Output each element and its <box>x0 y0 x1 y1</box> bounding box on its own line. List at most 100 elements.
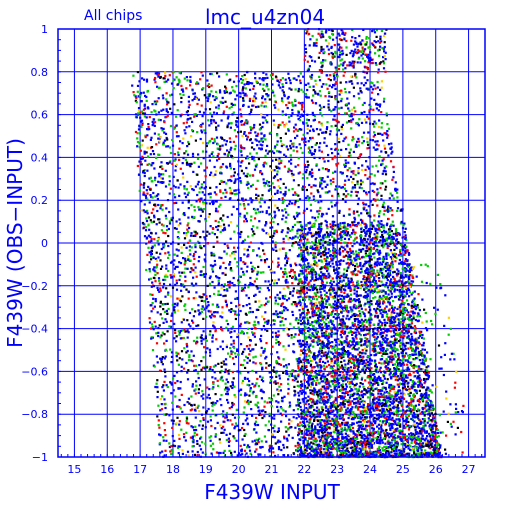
data-point <box>191 152 195 155</box>
data-point <box>294 88 297 91</box>
data-point <box>230 301 233 304</box>
data-point <box>319 183 322 186</box>
data-point <box>164 434 167 437</box>
data-point <box>305 171 308 174</box>
data-point <box>243 132 246 135</box>
data-point <box>274 106 277 109</box>
data-point <box>251 127 254 130</box>
data-point <box>325 128 328 131</box>
data-point <box>215 126 218 129</box>
data-point <box>231 103 235 106</box>
data-point <box>266 329 269 332</box>
data-point <box>221 96 224 99</box>
data-point <box>425 378 428 381</box>
data-point <box>199 448 203 451</box>
data-point <box>255 382 258 385</box>
data-point <box>246 444 250 447</box>
data-point <box>276 206 279 210</box>
data-point <box>360 265 364 268</box>
data-point <box>239 108 242 111</box>
data-point <box>213 292 216 296</box>
data-point <box>218 75 221 78</box>
data-point <box>167 227 170 231</box>
data-point <box>289 147 292 150</box>
data-point <box>248 353 251 356</box>
data-point <box>249 152 252 155</box>
data-point <box>184 330 187 333</box>
data-point <box>186 378 190 381</box>
data-point <box>217 451 220 454</box>
data-point <box>292 149 295 152</box>
data-point <box>242 86 245 90</box>
data-point <box>385 112 388 115</box>
data-point <box>235 408 238 411</box>
data-point <box>394 391 397 394</box>
data-point <box>340 91 343 94</box>
data-point <box>287 129 290 132</box>
data-point <box>208 213 211 216</box>
data-point <box>145 242 148 245</box>
data-point <box>256 423 260 427</box>
data-point <box>312 113 315 117</box>
data-point <box>203 193 206 196</box>
data-point <box>177 446 180 450</box>
data-point <box>360 212 363 215</box>
data-point <box>364 81 367 85</box>
data-point <box>403 316 406 319</box>
data-point <box>290 268 293 271</box>
data-point <box>313 340 316 343</box>
data-point <box>260 241 263 245</box>
data-point <box>189 234 193 237</box>
data-point <box>352 210 356 213</box>
data-point <box>154 280 157 283</box>
data-point <box>347 193 350 196</box>
data-point <box>272 319 275 322</box>
data-point <box>193 252 196 256</box>
data-point <box>229 189 232 192</box>
data-point <box>359 218 363 221</box>
data-point <box>290 172 294 175</box>
data-point <box>242 350 245 353</box>
data-point <box>394 341 397 344</box>
data-point <box>335 81 338 84</box>
data-point <box>154 176 157 179</box>
data-point <box>331 295 334 298</box>
data-point <box>242 422 245 425</box>
data-point <box>150 252 153 255</box>
data-point <box>358 156 361 159</box>
data-point <box>185 361 188 365</box>
data-point <box>203 300 206 303</box>
data-point <box>179 380 182 384</box>
data-point <box>288 202 291 206</box>
data-point <box>156 272 159 275</box>
data-point <box>242 411 245 414</box>
data-point <box>348 109 351 112</box>
data-point <box>245 94 248 97</box>
data-point <box>282 85 285 88</box>
data-point <box>320 285 323 288</box>
data-point <box>279 406 282 409</box>
data-point <box>233 416 237 419</box>
data-point <box>156 379 159 382</box>
data-point <box>241 453 244 456</box>
data-point <box>273 94 276 97</box>
data-point <box>206 396 209 399</box>
data-point <box>157 75 160 78</box>
data-point <box>403 433 406 436</box>
data-point <box>165 108 168 111</box>
data-point <box>377 191 380 194</box>
data-point <box>389 346 392 350</box>
data-point <box>264 138 267 141</box>
data-point <box>187 191 190 194</box>
data-point <box>203 245 206 248</box>
data-point <box>202 202 205 205</box>
data-point <box>158 86 161 89</box>
data-point <box>365 209 368 212</box>
data-point <box>196 102 199 106</box>
data-point <box>233 362 236 366</box>
data-point <box>405 291 408 294</box>
data-point <box>237 80 240 83</box>
data-point <box>183 271 186 274</box>
data-point <box>281 143 284 146</box>
data-point <box>411 387 414 390</box>
